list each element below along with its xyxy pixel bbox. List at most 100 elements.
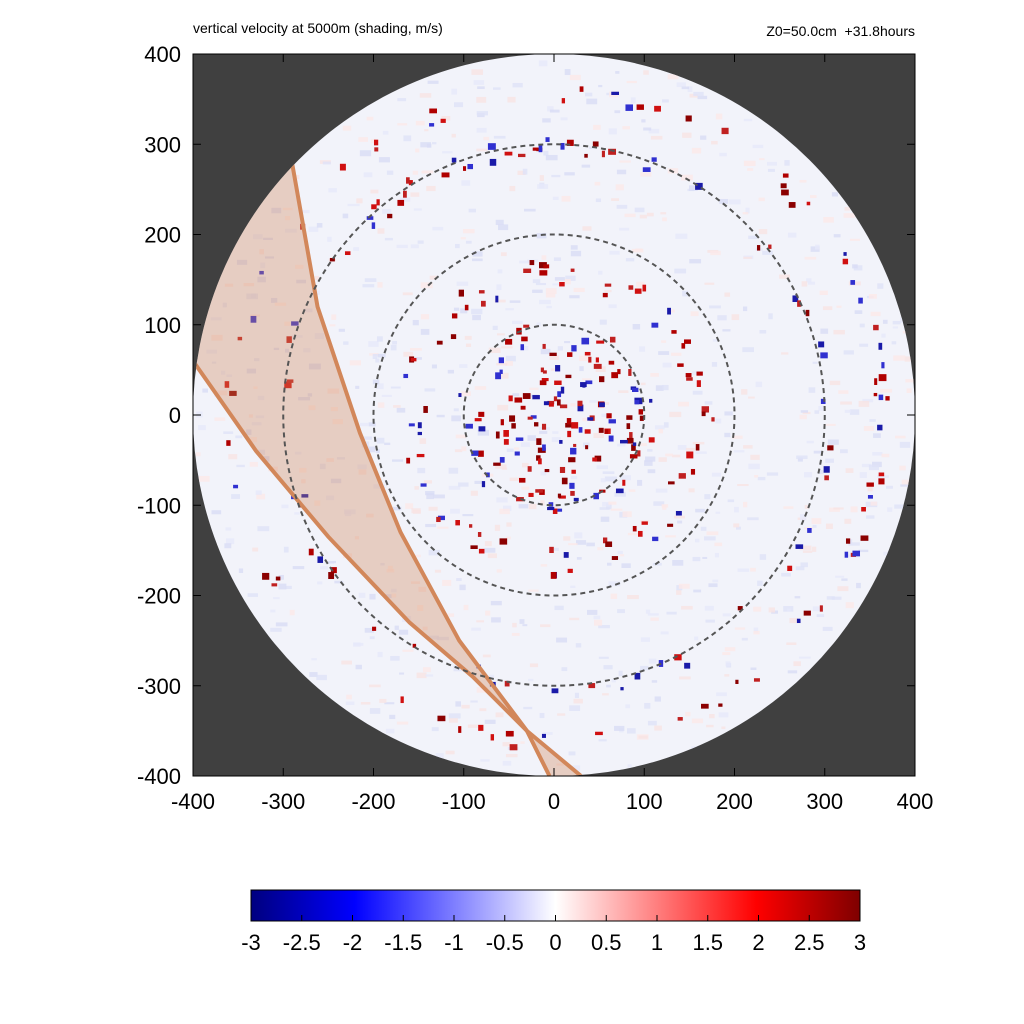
shading-cell [543,264,550,269]
shading-cell [868,464,879,471]
shading-cell [429,123,435,127]
shading-cell [557,713,566,716]
shading-cell [493,87,501,90]
shading-cell [505,360,513,366]
shading-cell [285,348,290,353]
shading-cell [671,352,682,356]
shading-cell [403,373,409,379]
shading-cell [688,488,695,493]
shading-cell [669,309,675,313]
shading-cell [456,281,469,286]
shading-cell [654,105,661,112]
shading-cell [499,457,505,463]
shading-cell [364,627,375,633]
shading-cell [601,150,605,158]
shading-cell [490,600,502,606]
shading-cell [549,546,554,554]
shading-cell [701,703,709,709]
shading-cell [892,326,899,329]
shading-cell [569,482,575,489]
shading-cell [535,282,547,286]
shading-cell [451,313,458,319]
shading-cell [700,526,707,531]
shading-cell [609,336,616,343]
shading-cell [599,507,610,510]
shading-cell [873,433,881,438]
shading-cell [495,219,504,226]
shading-cell [386,170,394,175]
shading-cell [549,352,557,357]
shading-cell [461,180,471,186]
shading-cell [825,523,833,529]
shading-cell [667,523,674,527]
colorbar-tick-label: 2 [752,930,764,955]
shading-cell [520,344,525,351]
shading-cell [628,368,632,376]
shading-cell [873,324,879,331]
shading-cell [598,656,609,659]
shading-cell [574,532,583,539]
shading-cell [643,70,649,75]
shading-cell [274,302,287,306]
shading-cell [328,188,337,193]
shading-cell [743,501,748,508]
shading-cell [469,524,473,528]
shading-cell [716,692,727,697]
shading-cell [905,379,915,383]
shading-cell [779,274,790,279]
shading-cell [480,759,490,762]
shading-cell [246,429,252,435]
shading-cell [327,236,332,242]
shading-cell [410,581,420,584]
shading-cell [620,439,628,444]
shading-cell [379,698,387,703]
shading-cell [514,451,520,456]
shading-cell [496,284,502,291]
shading-cell [539,712,545,719]
shading-cell [627,595,639,600]
shading-cell [544,468,550,473]
shading-cell [861,463,872,468]
shading-cell [376,383,384,390]
shading-cell [498,357,505,364]
shading-cell [868,294,877,299]
shading-cell [308,405,316,411]
shading-cell [602,537,608,544]
shading-cell [824,475,829,481]
shading-cell [440,118,446,123]
shading-cell [522,462,529,468]
shading-cell [317,556,324,563]
shading-cell [328,572,335,580]
shading-cell [652,536,659,542]
shading-cell [363,172,373,178]
shading-cell [257,395,265,401]
shading-cell [451,133,456,138]
shading-cell [431,364,437,369]
shading-cell [563,552,569,558]
shading-cell [512,320,523,324]
shading-cell [604,476,617,482]
shading-cell [556,399,561,406]
shading-cell [578,427,583,433]
shading-cell [727,499,735,503]
shading-cell [616,204,628,209]
shading-cell [737,483,749,487]
shading-cell [747,168,754,171]
shading-cell [885,396,890,401]
shading-cell [655,385,664,391]
shading-cell [436,636,449,641]
shading-cell [891,341,897,345]
shading-cell [461,391,471,396]
shading-cell [867,495,873,499]
shading-cell [359,150,372,157]
shading-cell [517,170,526,176]
shading-cell [820,352,828,359]
shading-cell [370,189,379,194]
shading-cell [411,554,421,558]
shading-cell [767,168,775,172]
shading-cell [412,643,417,648]
shading-cell [420,282,433,289]
shading-cell [355,385,360,389]
shading-cell [693,91,704,96]
shading-cell [893,355,906,361]
